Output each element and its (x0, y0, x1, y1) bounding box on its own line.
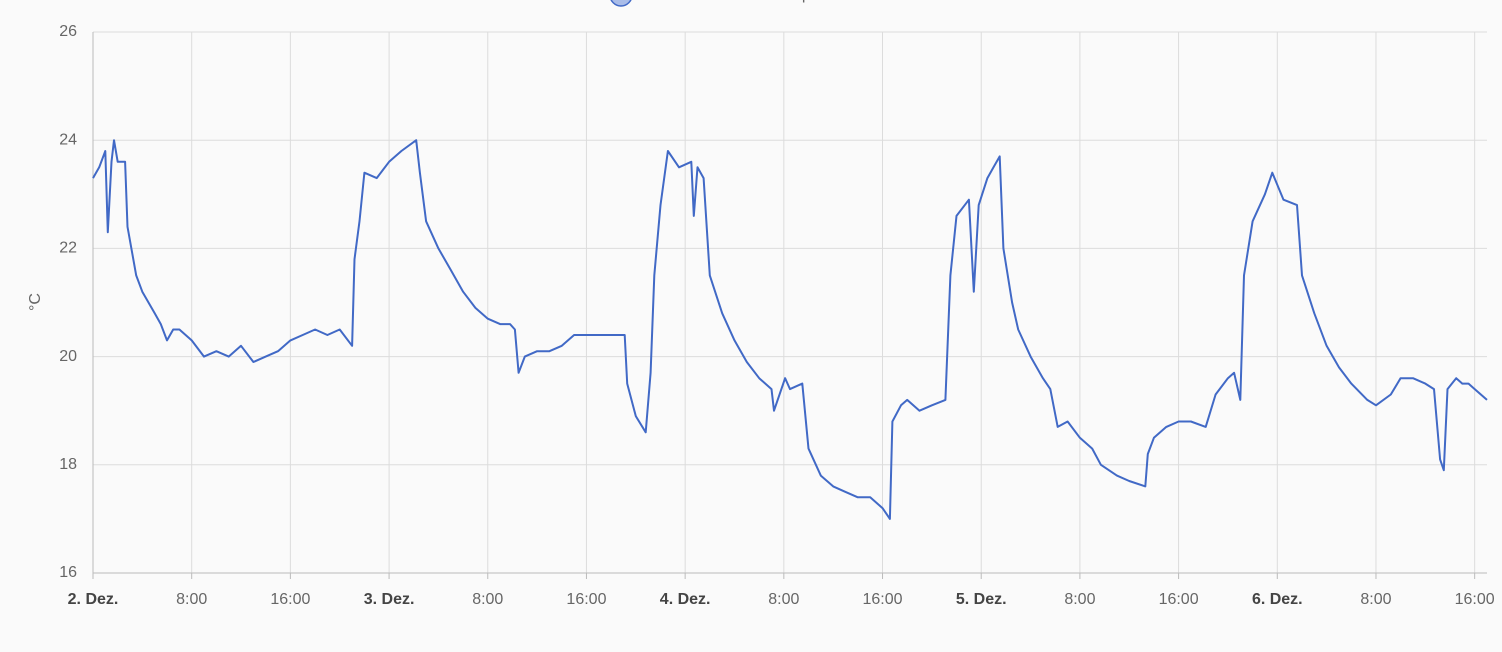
x-tick-label: 6. Dez. (1252, 591, 1303, 608)
x-tick-label: 8:00 (768, 591, 799, 608)
y-tick-label: 22 (59, 240, 77, 257)
legend-label: CO2 Sensor Raumtemperatur (640, 0, 853, 3)
x-tick-label: 16:00 (270, 591, 310, 608)
y-tick-label: 24 (59, 131, 77, 148)
x-tick-label: 16:00 (862, 591, 902, 608)
x-tick-label: 8:00 (1064, 591, 1095, 608)
x-tick-label: 16:00 (566, 591, 606, 608)
data-line (92, 139, 1488, 520)
x-tick-label: 3. Dez. (364, 591, 415, 608)
x-tick-label: 16:00 (1455, 591, 1495, 608)
legend-marker (610, 0, 632, 7)
x-tick-label: 8:00 (472, 591, 503, 608)
y-tick-label: 18 (59, 456, 77, 473)
x-tick-label: 16:00 (1159, 591, 1199, 608)
y-tick-label: 16 (59, 564, 77, 581)
y-tick-label: 26 (59, 23, 77, 40)
x-tick-label: 4. Dez. (660, 591, 711, 608)
x-tick-label: 5. Dez. (956, 591, 1007, 608)
x-tick-label: 2. Dez. (68, 591, 119, 608)
y-axis-label: °C (27, 293, 44, 311)
x-tick-label: 8:00 (1360, 591, 1391, 608)
y-tick-label: 20 (59, 348, 77, 365)
x-tick-label: 8:00 (176, 591, 207, 608)
